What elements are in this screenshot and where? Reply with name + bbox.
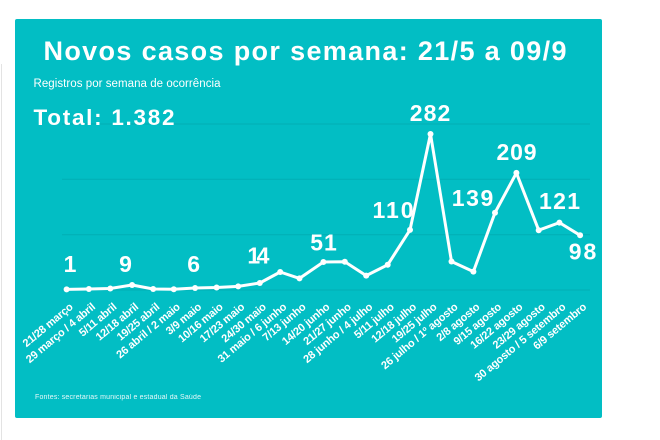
svg-text:121: 121 <box>539 188 580 214</box>
svg-text:51: 51 <box>310 230 337 256</box>
svg-text:Fontes: secretarias municipal: Fontes: secretarias municipal e estadual… <box>35 394 201 401</box>
svg-text:282: 282 <box>410 100 451 126</box>
svg-text:110: 110 <box>373 197 414 223</box>
svg-text:14: 14 <box>247 243 269 269</box>
svg-text:1: 1 <box>64 251 77 277</box>
svg-text:98: 98 <box>569 239 597 265</box>
svg-text:209: 209 <box>497 139 537 165</box>
svg-text:Total: 1.382: Total: 1.382 <box>34 105 175 130</box>
svg-text:6: 6 <box>187 251 200 277</box>
svg-text:9: 9 <box>119 251 132 277</box>
svg-text:Novos casos por semana: 21/5 a: Novos casos por semana: 21/5 a 09/9 <box>44 36 567 66</box>
svg-text:139: 139 <box>452 185 494 211</box>
svg-text:Registros por semana de ocorrê: Registros por semana de ocorrência <box>34 78 222 90</box>
